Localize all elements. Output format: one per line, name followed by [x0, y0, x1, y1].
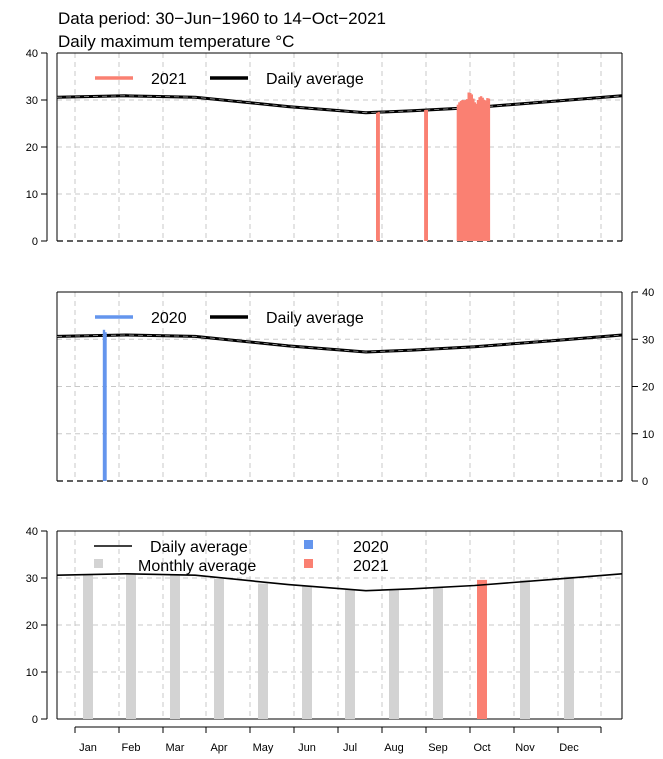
panel-1-bar-2021-day-239 [425, 109, 428, 242]
panel-3-bar-monthly-average-apr [214, 578, 224, 719]
chart-subtitle: Daily maximum temperature °C [58, 32, 294, 51]
panel-3-x-tick-label-jul: Jul [343, 742, 357, 754]
panel-3-x-tick-label-sep: Sep [428, 742, 448, 754]
panel-2-y-tick-label: 20 [642, 382, 654, 394]
panel-1-bar-2021-day-207 [376, 112, 379, 241]
panel-3-bar-monthly-average-aug [389, 589, 399, 719]
panel-2-legend-label-0: 2020 [151, 310, 187, 327]
panel-1-bar-2021-day-273 [478, 97, 481, 241]
panel-3-legend-swatch-1 [94, 559, 103, 568]
panel-1-bar-2021-day-278 [486, 98, 489, 241]
panel-1-bar-2021-day-259 [456, 104, 460, 241]
panel-3-y-tick-label: 20 [26, 620, 38, 632]
panel-1-y-tick-label: 40 [26, 48, 38, 60]
panel-2-y-tick-label: 0 [642, 476, 648, 488]
panel-3-y-tick-label: 30 [26, 573, 38, 585]
panel-1-bar-2021-day-267 [469, 93, 472, 241]
panel-1-bar-2021-day-262 [461, 100, 464, 241]
panel-1-y-tick-label: 20 [26, 142, 38, 154]
panel-1-bar-2021-day-260 [458, 102, 461, 241]
panel-3-legend-swatch-3 [304, 559, 313, 568]
panel-3-y-tick-label: 40 [26, 526, 38, 538]
data-period-header: Data period: 30−Jun−1960 to 14−Oct−2021 [58, 9, 386, 28]
panel-1-bar-2021-day-208 [377, 111, 380, 242]
panel-3-x-tick-label-apr: Apr [210, 742, 227, 754]
panel-3-x-tick-label-oct: Oct [473, 742, 490, 754]
panel-2-daily-average-line [56, 333, 623, 354]
panel-3-bar-monthly-average-jan [83, 574, 93, 719]
panel-1-daily-average-line [56, 94, 623, 115]
panel-3-x-tick-label-mar: Mar [166, 742, 185, 754]
panel-1-bar-2021-day-265 [466, 99, 469, 241]
panel-3-daily-average-line [56, 572, 623, 592]
panel-1-daily-average-grid-overlay [56, 95, 623, 114]
panel-3-bar-monthly-average-dec [564, 576, 574, 719]
panel-3-x-tick-label-jun: Jun [298, 742, 316, 754]
panel-3-bar-monthly-average-sep [433, 587, 443, 719]
panel-1-bar-2021-day-238 [424, 109, 427, 242]
panel-1-bar-2021-day-269 [472, 98, 475, 241]
panel-3-legend-label-2: 2020 [353, 539, 389, 556]
panel-3-bar-monthly-average-jul [345, 589, 355, 720]
panel-1-bar-2021-day-270 [473, 102, 477, 241]
panel-3-legend-label-3: 2021 [353, 558, 389, 575]
panel-3-bar-monthly-average-mar [170, 574, 180, 719]
panel-1-bar-2021-day-266 [467, 92, 470, 241]
panel-3-legend-label-1: Monthly average [138, 558, 256, 575]
panel-1-bar-2021-day-264 [464, 100, 467, 241]
panel-3-x-tick-label-aug: Aug [384, 742, 404, 754]
panel-1-legend-label-0: 2021 [151, 71, 187, 88]
panel-3-x-tick-label-feb: Feb [122, 742, 141, 754]
panel-1-y-tick-label: 30 [26, 95, 38, 107]
panel-1-y-tick-label: 10 [26, 189, 38, 201]
panel-2-bar-2020-day-31 [102, 329, 106, 481]
panel-3-x-tick-label-nov: Nov [515, 742, 535, 754]
panel-2-bar-2020-day-32 [104, 332, 107, 481]
panel-2-legend-label-1: Daily average [266, 310, 364, 327]
panel-3-bar-monthly-average-jun [302, 586, 312, 719]
panel-2-y-tick-label: 10 [642, 429, 654, 441]
panel-3-y-tick-label: 10 [26, 667, 38, 679]
panel-2-y-tick-label: 40 [642, 287, 654, 299]
panel-1-bar-2021-day-271 [475, 103, 478, 241]
panel-1-bar-2021-day-268 [470, 94, 473, 242]
panel-2-y-tick-label: 30 [642, 334, 654, 346]
panel-1-bar-2021-day-279 [487, 98, 491, 241]
panel-3-bar-2021-oct [477, 579, 487, 719]
panel-3-x-tick-label-may: May [253, 742, 274, 754]
panel-1-bar-2021-day-276 [483, 100, 486, 241]
panel-1-bar-2021-day-272 [476, 100, 480, 241]
panel-1-bar-2021-day-261 [459, 100, 463, 242]
panel-3-bar-monthly-average-nov [520, 579, 530, 719]
panel-3-x-tick-label-dec: Dec [559, 742, 579, 754]
panel-2-daily-average-grid-overlay [56, 334, 623, 353]
panel-1-bar-2021-day-274 [479, 96, 483, 241]
panel-1-bar-2021-day-263 [462, 100, 466, 241]
panel-3-legend-label-0: Daily average [150, 539, 248, 556]
panel-3-legend-swatch-2 [304, 540, 313, 549]
panel-3-bar-monthly-average-may [258, 583, 268, 719]
panel-1-bar-2021-day-277 [484, 100, 487, 241]
panel-1-legend-label-1: Daily average [266, 71, 364, 88]
panel-1-bar-2021-day-275 [481, 97, 484, 241]
panel-1-y-tick-label: 0 [32, 236, 38, 248]
panel-3-x-tick-label-jan: Jan [79, 742, 97, 754]
panel-3-bar-monthly-average-feb [126, 573, 136, 719]
panel-3-y-tick-label: 0 [32, 714, 38, 726]
